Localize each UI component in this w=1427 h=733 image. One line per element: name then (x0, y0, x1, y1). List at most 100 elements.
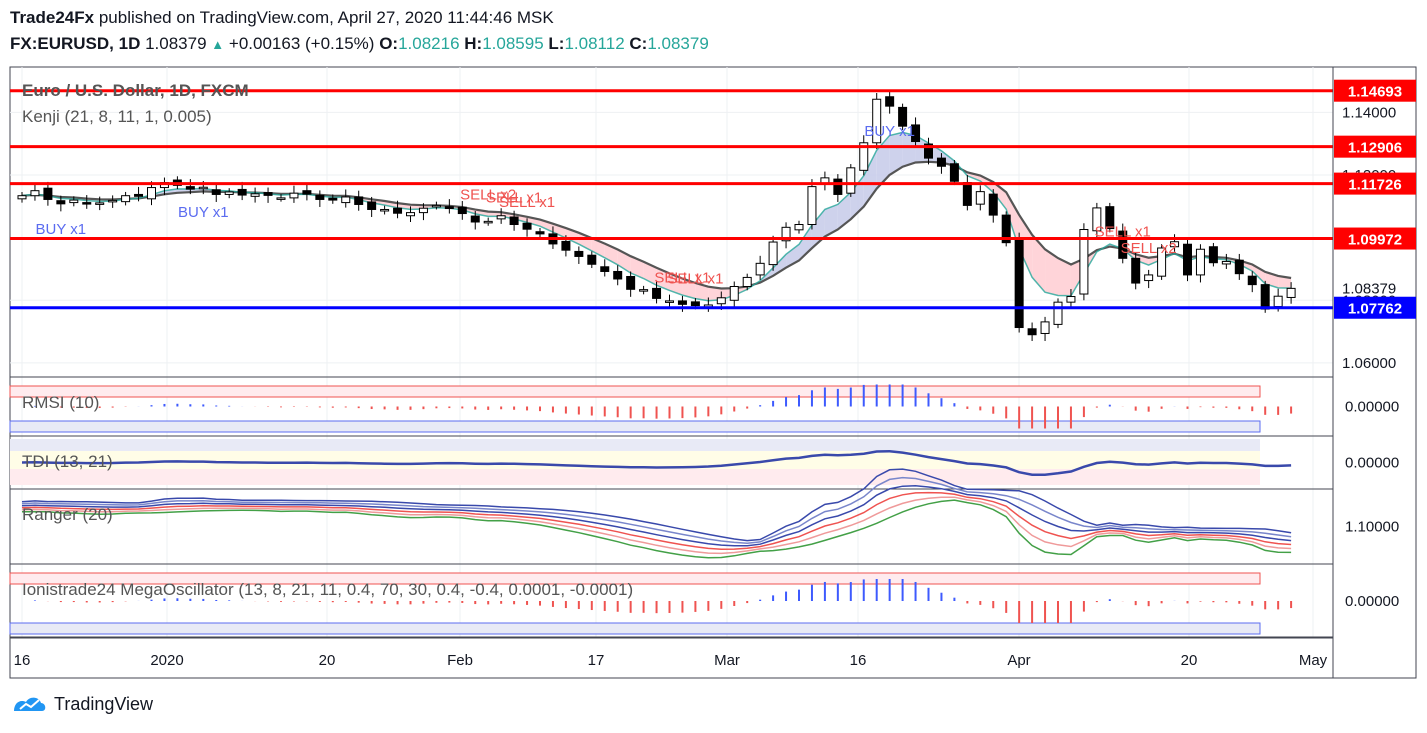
candle-body (1183, 243, 1192, 276)
tdi-lower-band (10, 469, 1260, 485)
candle-body (949, 163, 959, 182)
candle-body (988, 193, 998, 216)
candle-body (639, 289, 649, 292)
candle-body (341, 196, 351, 204)
candle-body (962, 182, 972, 206)
x-tick-label: Mar (714, 652, 740, 669)
candle-body (1273, 295, 1283, 308)
price-level-tag (1334, 227, 1416, 250)
candle-body (263, 192, 273, 196)
candle-body (768, 241, 778, 266)
buy-signal-label: BUY x1 (178, 204, 229, 221)
kenji-band-fill (695, 283, 709, 301)
candle-body (457, 206, 467, 215)
ranger-line (21, 496, 1292, 555)
price-axis[interactable]: 1.060001.080001.100001.120001.140001.146… (10, 67, 1416, 678)
price-level-label: 1.11726 (1348, 177, 1401, 194)
candle-body (781, 226, 791, 242)
ohlc-bar: FX:EURUSD, 1D 1.08379 ▲ +0.00163 (+0.15%… (10, 34, 709, 54)
candle-body (95, 202, 105, 205)
pane-label: Ranger (20) (22, 505, 113, 524)
up-triangle-icon: ▲ (211, 37, 225, 52)
high-value: 1.08595 (482, 34, 544, 53)
candle-body (108, 199, 118, 203)
candle-body (315, 194, 325, 200)
candle-body (1170, 241, 1180, 248)
ranger-line (21, 484, 1292, 547)
candle-body (1221, 260, 1231, 265)
x-tick-label: Feb (447, 652, 473, 669)
pane-value-label: 0.00000 (1345, 455, 1399, 472)
candle-body (535, 231, 545, 235)
candle-body (807, 186, 817, 226)
publisher-name[interactable]: Trade24Fx (10, 8, 95, 27)
buy-signal-label: BUY x1 (36, 221, 87, 238)
kenji-band-fill (669, 273, 683, 296)
kenji-band-fill (889, 132, 903, 175)
ranger-line (21, 476, 1292, 544)
kenji-band-fill (1278, 275, 1292, 289)
x-tick-label: 20 (319, 652, 336, 669)
time-axis[interactable]: 16 2020 20 Feb 17 Mar 16 Apr 20 May (14, 652, 1328, 669)
candle-body (121, 195, 131, 203)
tdi-mid-band (10, 451, 1260, 469)
sell-signal-label: SELL x1 (667, 271, 723, 288)
close-label: C: (629, 34, 648, 53)
candle-body (716, 297, 726, 305)
tdi-line (21, 449, 1292, 477)
candle-body (30, 190, 40, 197)
candle-body (224, 191, 234, 195)
candle-body (846, 167, 856, 194)
candle-body (483, 220, 493, 224)
sell-signal-label: SELL x1 (1095, 223, 1151, 240)
price-level-tag (1334, 172, 1416, 195)
kenji-band-fill (876, 135, 890, 189)
candle-body (211, 189, 221, 195)
chart-title: Euro / U.S. Dollar, 1D, FXCM (22, 81, 249, 100)
candle-body (289, 192, 299, 199)
candle-body (276, 197, 286, 200)
candle-body (1105, 206, 1115, 230)
publish-info: Trade24Fx published on TradingView.com, … (10, 8, 554, 28)
candle-body (418, 207, 428, 214)
pane-label: Ionistrade24 MegaOscillator (13, 8, 21, … (22, 580, 633, 599)
x-tick-label: May (1299, 652, 1328, 669)
pane-value-label: 0.00000 (1345, 399, 1399, 416)
close-value: 1.08379 (647, 34, 709, 53)
candle-body (561, 240, 571, 251)
y-tick-label: 1.06000 (1342, 355, 1396, 372)
candle-body (574, 250, 584, 257)
kenji-band-fill (682, 278, 696, 299)
kenji-band-fill (799, 225, 812, 261)
candle-body (56, 200, 66, 205)
kenji-band-fill (993, 182, 1007, 210)
x-tick-label: 16 (14, 652, 31, 669)
candle-body (936, 157, 946, 167)
price-level-tag (1334, 296, 1416, 319)
low-label: L: (548, 34, 565, 53)
candle-body (1118, 230, 1128, 259)
candle-body (393, 207, 403, 214)
open-label: O: (379, 34, 399, 53)
candle-body (1157, 247, 1167, 277)
last-price: 1.08379 (145, 34, 207, 53)
tradingview-footer[interactable]: TradingView (12, 693, 153, 715)
candle-body (328, 197, 338, 201)
kenji-band-fill (1006, 192, 1020, 249)
x-tick-label: 17 (588, 652, 605, 669)
candle-body (82, 202, 92, 205)
candle-body (626, 275, 636, 290)
oversold-zone (9, 420, 1261, 433)
candle-body (1195, 248, 1205, 276)
sell-signal-label: SELL x2 (460, 186, 516, 203)
candle-body (911, 124, 921, 143)
candle-body (833, 178, 843, 195)
candle-body (302, 190, 312, 195)
y-tick-label: 1.14000 (1342, 104, 1396, 121)
price-change: +0.00163 (+0.15%) (228, 34, 375, 53)
candle-body (1092, 207, 1102, 232)
open-value: 1.08216 (398, 34, 460, 53)
